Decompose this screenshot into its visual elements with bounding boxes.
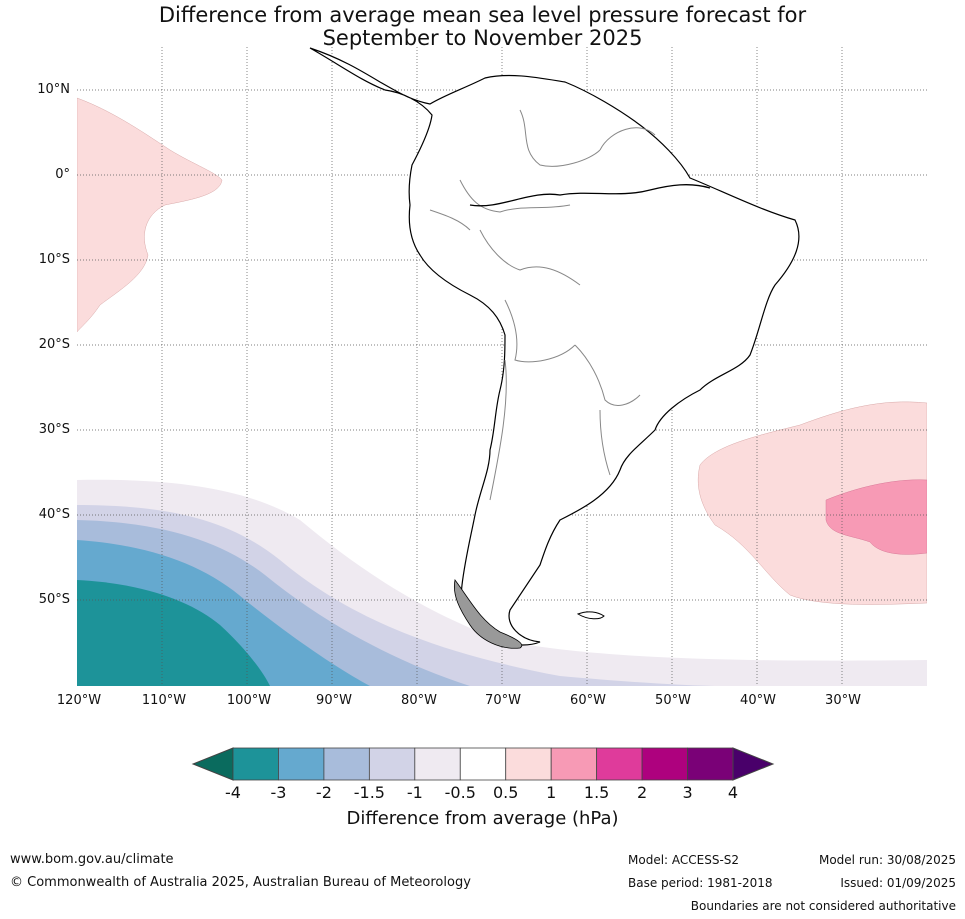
lon-label-80w: 80°W xyxy=(401,693,437,708)
tierra-del-fuego xyxy=(453,579,523,649)
lon-label-40w: 40°W xyxy=(740,693,776,708)
colorbar-segment xyxy=(505,747,552,781)
amazon-river xyxy=(469,184,711,207)
colorbar-segment xyxy=(550,747,598,781)
colorbar-under-arrow xyxy=(191,747,234,781)
footer-issued: Issued: 01/09/2025 xyxy=(840,876,956,890)
colorbar xyxy=(191,747,775,781)
colorbar-tick-label: -1.5 xyxy=(353,783,385,802)
south-america-coastline xyxy=(309,47,800,646)
footer-boundaries-note: Boundaries are not considered authoritat… xyxy=(690,899,956,913)
chart-title: Difference from average mean sea level p… xyxy=(0,4,965,50)
lat-label-30s: 30°S xyxy=(38,422,70,437)
colorbar-tick-label: 2 xyxy=(636,783,648,802)
footer-model-run: Model run: 30/08/2025 xyxy=(818,853,956,867)
colorbar-tick-label: 3 xyxy=(682,783,693,802)
colorbar-tick-label: 1.5 xyxy=(583,783,610,802)
colorbar-over-arrow xyxy=(732,747,775,781)
lon-label-110w: 110°W xyxy=(141,693,187,708)
lat-label-10s: 10°S xyxy=(38,252,70,267)
anomaly-pacific-pos xyxy=(77,97,223,333)
colorbar-tick-label: -1 xyxy=(406,783,423,802)
footer-base-period: Base period: 1981-2018 xyxy=(628,876,773,890)
colorbar-segment xyxy=(323,747,370,781)
colorbar-segment xyxy=(232,747,279,781)
anomaly-band-neg-3 xyxy=(77,580,270,686)
colorbar-tick-label: -2 xyxy=(315,783,332,802)
lat-label-0: 0° xyxy=(55,167,70,182)
colorbar-tick-label: -3 xyxy=(270,783,287,802)
colorbar-segment xyxy=(278,747,325,781)
pressure-anomaly-map xyxy=(77,47,927,686)
colorbar-tick-label: 1 xyxy=(546,783,557,802)
footer-copyright: © Commonwealth of Australia 2025, Austra… xyxy=(10,875,471,890)
lat-label-10n: 10°N xyxy=(37,82,70,97)
lon-label-50w: 50°W xyxy=(655,693,691,708)
colorbar-tick-label: -4 xyxy=(225,783,241,802)
lon-label-70w: 70°W xyxy=(485,693,521,708)
colorbar-tick-label: 4 xyxy=(727,783,739,802)
colorbar-segment xyxy=(368,747,416,781)
lat-label-40s: 40°S xyxy=(38,507,70,522)
anomaly-atlantic-pos xyxy=(697,401,927,605)
lat-label-50s: 50°S xyxy=(38,592,70,607)
lon-label-120w: 120°W xyxy=(56,693,102,708)
title-line-1: Difference from average mean sea level p… xyxy=(158,3,807,27)
footer-url[interactable]: www.bom.gov.au/climate xyxy=(10,852,174,867)
country-borders xyxy=(429,109,656,501)
colorbar-segment xyxy=(687,747,734,781)
colorbar-tick-label: 0.5 xyxy=(492,783,519,802)
title-line-2: September to November 2025 xyxy=(322,26,643,50)
falkland-islands xyxy=(576,611,605,620)
footer-model: Model: ACCESS-S2 xyxy=(628,853,740,867)
colorbar-segment xyxy=(596,747,643,781)
colorbar-tick-label: -0.5 xyxy=(444,783,476,802)
lon-label-60w: 60°W xyxy=(570,693,606,708)
colorbar-title: Difference from average (hPa) xyxy=(346,808,619,829)
colorbar-segment xyxy=(459,747,507,781)
lon-label-90w: 90°W xyxy=(316,693,352,708)
lat-label-20s: 20°S xyxy=(38,337,70,352)
lon-label-30w: 30°W xyxy=(825,693,861,708)
anomaly-atlantic-core xyxy=(825,479,927,555)
colorbar-segment xyxy=(641,747,688,781)
lon-label-100w: 100°W xyxy=(226,693,272,708)
colorbar-segment xyxy=(414,747,461,781)
